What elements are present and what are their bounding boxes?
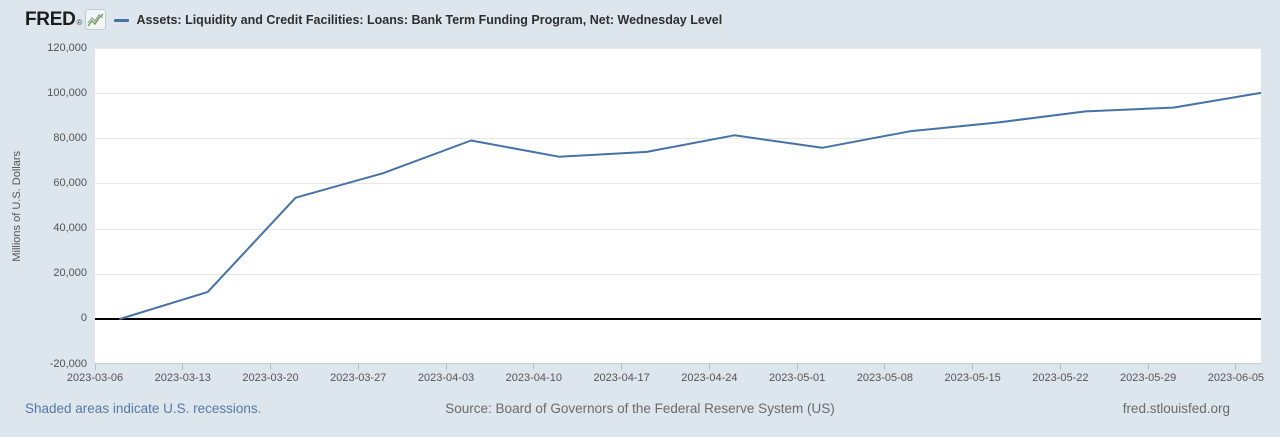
x-tick-label: 2023-04-10 bbox=[505, 372, 562, 384]
fred-logo-text: FRED bbox=[25, 9, 76, 30]
y-tick-label: 60,000 bbox=[53, 176, 87, 189]
fred-site-link[interactable]: fred.stlouisfed.org bbox=[1122, 401, 1230, 416]
x-tick-label: 2023-05-15 bbox=[944, 372, 1001, 384]
x-tick-mark bbox=[533, 364, 535, 370]
series-title: Assets: Liquidity and Credit Facilities:… bbox=[136, 13, 723, 27]
x-tick-mark bbox=[972, 364, 974, 370]
header: FRED ® Assets: Liquidity and Credit Faci… bbox=[0, 0, 1280, 40]
x-tick-mark bbox=[182, 364, 184, 370]
legend-line-swatch bbox=[114, 18, 130, 22]
x-tick-label: 2023-03-13 bbox=[154, 372, 211, 384]
recessions-note-link[interactable]: Shaded areas indicate U.S. recessions. bbox=[25, 401, 262, 416]
y-tick-label: 20,000 bbox=[53, 267, 87, 280]
x-tick-mark bbox=[94, 364, 96, 370]
x-tick-label: 2023-05-29 bbox=[1120, 372, 1177, 384]
x-tick-mark bbox=[1147, 364, 1149, 370]
y-axis-tick-labels: -20,000 0 20,000 40,000 60,000 80,000 100,000 1… bbox=[0, 42, 87, 370]
x-tick-mark bbox=[1235, 364, 1237, 370]
x-tick-mark bbox=[270, 364, 272, 370]
x-tick-mark bbox=[445, 364, 447, 370]
x-tick-mark bbox=[796, 364, 798, 370]
source-attribution: Source: Board of Governors of the Federa… bbox=[445, 401, 835, 416]
x-tick-label: 2023-04-24 bbox=[681, 372, 738, 384]
x-tick-mark bbox=[621, 364, 623, 370]
x-tick-label: 2023-03-06 bbox=[66, 372, 124, 384]
series-legend: Assets: Liquidity and Credit Facilities:… bbox=[114, 13, 722, 27]
y-tick-label: 120,000 bbox=[47, 41, 87, 54]
footer: Shaded areas indicate U.S. recessions. S… bbox=[0, 401, 1280, 416]
data-line bbox=[119, 91, 1261, 320]
x-tick-label: 2023-04-17 bbox=[593, 372, 650, 384]
registered-trademark-mark: ® bbox=[76, 18, 83, 27]
x-tick-label: 2023-05-22 bbox=[1032, 372, 1089, 384]
y-tick-label: 40,000 bbox=[53, 222, 87, 235]
x-tick-mark bbox=[357, 364, 359, 370]
y-tick-label: 0 bbox=[80, 312, 87, 325]
x-tick-label: 2023-05-01 bbox=[768, 372, 826, 384]
chart-sparkline-icon bbox=[85, 8, 107, 35]
x-tick-mark bbox=[1059, 364, 1061, 370]
x-tick-label: 2023-05-08 bbox=[856, 372, 913, 384]
chart-svg bbox=[95, 48, 1261, 364]
x-tick-label: 2023-03-27 bbox=[330, 372, 387, 384]
x-axis: 2023-03-06 2023-03-13 2023-03-20 2023-03-27… bbox=[67, 364, 1265, 396]
x-tick-label: 2023-04-03 bbox=[417, 372, 475, 384]
x-tick-mark bbox=[708, 364, 710, 370]
x-tick-label: 2023-06-05 bbox=[1207, 372, 1265, 384]
y-tick-label: -20,000 bbox=[49, 357, 87, 370]
plot-area bbox=[95, 48, 1261, 364]
y-tick-label: 100,000 bbox=[47, 86, 87, 99]
x-tick-label: 2023-03-20 bbox=[242, 372, 299, 384]
x-tick-mark bbox=[884, 364, 886, 370]
fred-logo[interactable]: FRED ® bbox=[25, 9, 82, 31]
y-tick-label: 80,000 bbox=[53, 131, 87, 144]
